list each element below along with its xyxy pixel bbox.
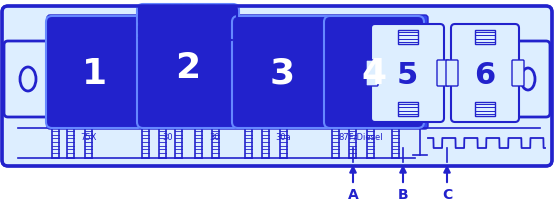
FancyBboxPatch shape	[371, 24, 444, 122]
Text: 1: 1	[82, 57, 107, 91]
FancyBboxPatch shape	[4, 41, 52, 117]
Text: 87F/Diesel: 87F/Diesel	[339, 133, 384, 142]
FancyBboxPatch shape	[512, 60, 524, 86]
Text: 4: 4	[361, 57, 387, 91]
Text: 75X: 75X	[80, 133, 96, 142]
Text: 6: 6	[475, 61, 496, 89]
Bar	[475, 30, 495, 44]
Text: C: C	[442, 188, 452, 202]
Text: A: A	[347, 188, 359, 202]
Text: 30: 30	[210, 133, 220, 142]
FancyBboxPatch shape	[2, 6, 552, 166]
FancyBboxPatch shape	[446, 60, 458, 86]
FancyBboxPatch shape	[46, 16, 143, 128]
FancyBboxPatch shape	[506, 41, 550, 117]
FancyBboxPatch shape	[324, 16, 424, 128]
FancyBboxPatch shape	[232, 16, 332, 128]
Text: 5: 5	[397, 61, 418, 89]
Ellipse shape	[521, 68, 535, 90]
Text: 3: 3	[269, 57, 295, 91]
FancyBboxPatch shape	[47, 15, 428, 129]
Text: 2: 2	[175, 51, 200, 85]
Ellipse shape	[20, 67, 36, 91]
Bar	[397, 30, 417, 44]
FancyBboxPatch shape	[437, 60, 449, 86]
Text: 30a: 30a	[275, 133, 291, 142]
Bar	[397, 102, 417, 116]
Text: B: B	[398, 188, 408, 202]
FancyBboxPatch shape	[366, 60, 378, 86]
Bar	[475, 102, 495, 116]
FancyBboxPatch shape	[137, 4, 239, 128]
Text: 30: 30	[163, 133, 173, 142]
FancyBboxPatch shape	[451, 24, 519, 122]
